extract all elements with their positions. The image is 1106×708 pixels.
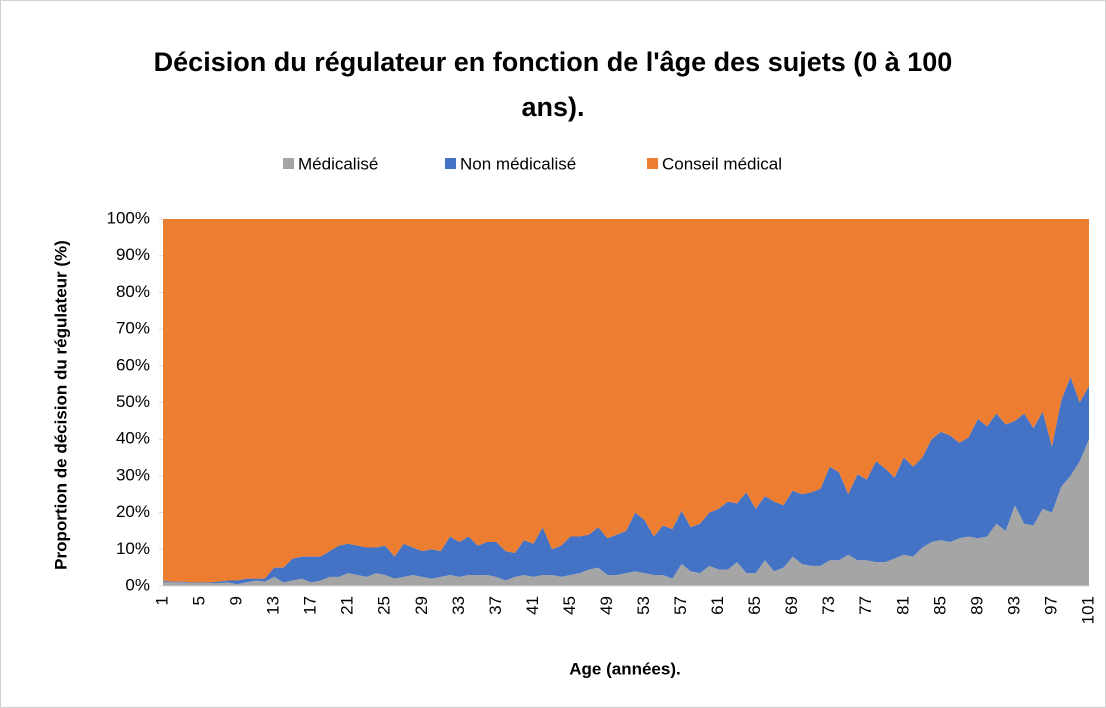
x-tick-label: 21 (338, 596, 357, 615)
x-tick-label: 45 (560, 596, 579, 615)
legend-label: Médicalisé (298, 154, 378, 173)
y-tick-label: 10% (116, 539, 150, 558)
legend-label: Non médicalisé (460, 154, 576, 173)
x-tick-label: 49 (597, 596, 616, 615)
x-tick-label: 101 (1078, 596, 1097, 624)
y-tick-label: 90% (116, 245, 150, 264)
legend-swatch (283, 158, 294, 169)
x-tick-label: 17 (301, 596, 320, 615)
x-tick-label: 77 (856, 596, 875, 615)
y-tick-label: 40% (116, 429, 150, 448)
x-tick-label: 33 (449, 596, 468, 615)
x-tick-label: 69 (782, 596, 801, 615)
area (163, 376, 1089, 585)
x-tick-label: 41 (523, 596, 542, 615)
y-tick-label: 70% (116, 319, 150, 338)
x-tick-label: 25 (375, 596, 394, 615)
x-tick-label: 73 (819, 596, 838, 615)
x-tick-label: 81 (893, 596, 912, 615)
area (163, 219, 1089, 583)
x-tick-label: 29 (412, 596, 431, 615)
x-tick-label: 57 (671, 596, 690, 615)
x-tick-label: 37 (486, 596, 505, 615)
x-tick-label: 9 (227, 596, 246, 605)
y-tick-label: 100% (107, 208, 150, 227)
y-tick-label: 20% (116, 502, 150, 521)
y-tick-label: 0% (125, 575, 150, 594)
x-tick-label: 13 (264, 596, 283, 615)
legend-swatch (445, 158, 456, 169)
area (163, 439, 1089, 586)
x-axis-label: Age (années). (569, 659, 680, 678)
y-tick-label: 30% (116, 465, 150, 484)
x-tick-label: 61 (708, 596, 727, 615)
x-tick-label: 89 (967, 596, 986, 615)
chart-title: Décision du régulateur en fonction de l'… (153, 47, 953, 122)
y-axis-label: Proportion de décision du régulateur (%) (51, 240, 70, 570)
y-tick-label: 50% (116, 392, 150, 411)
legend-label: Conseil médical (662, 154, 782, 173)
y-tick-label: 60% (116, 355, 150, 374)
x-tick-label: 5 (190, 596, 209, 605)
x-tick-label: 1 (152, 596, 171, 605)
x-tick-label: 93 (1004, 596, 1023, 615)
x-tick-label: 53 (634, 596, 653, 615)
x-tick-label: 97 (1041, 596, 1060, 615)
y-tick-label: 80% (116, 282, 150, 301)
legend-swatch (647, 158, 658, 169)
x-tick-label: 85 (930, 596, 949, 615)
x-tick-label: 65 (745, 596, 764, 615)
